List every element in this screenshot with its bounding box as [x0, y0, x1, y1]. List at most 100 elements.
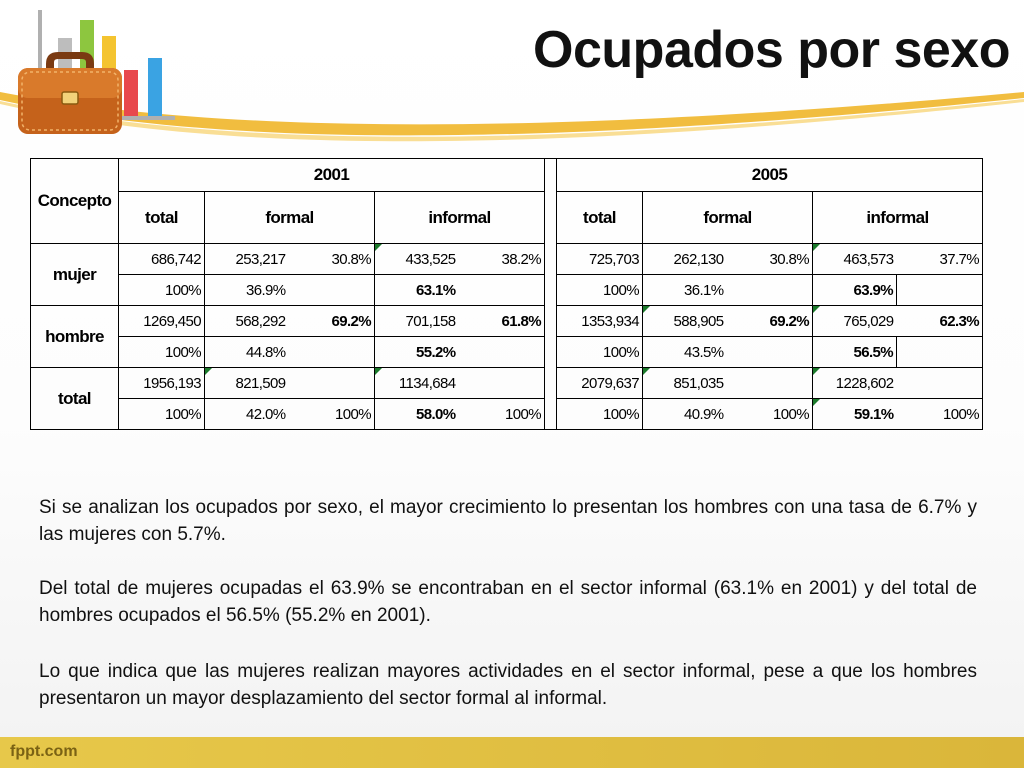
briefcase-chart-logo: [18, 10, 175, 134]
table-cell: 100%: [726, 398, 813, 430]
header-informal-2001: informal: [374, 191, 545, 244]
table-cell: 821,509: [204, 367, 289, 399]
cell-marker-icon: [205, 368, 212, 375]
header-row-years: Concepto 2001 2005: [30, 158, 983, 430]
table-cell: [288, 367, 375, 399]
header-year-2001: 2001: [118, 158, 545, 192]
table-cell: 30.8%: [726, 243, 813, 275]
table-cell: 100%: [118, 398, 205, 430]
table-cell: 59.1%: [812, 398, 897, 430]
table-cell: 686,742: [118, 243, 205, 275]
cell-marker-icon: [375, 368, 382, 375]
table-cell: 63.1%: [374, 274, 459, 306]
paragraph-1: Si se analizan los ocupados por sexo, el…: [39, 497, 977, 545]
table-cell: 42.0%: [204, 398, 289, 430]
table-cell: 38.2%: [458, 243, 545, 275]
row-label-hombre: hombre: [30, 305, 119, 368]
table-cell: 2079,637: [556, 367, 643, 399]
header-total-2001: total: [118, 191, 205, 244]
table-cell: 433,525: [374, 243, 459, 275]
cell-marker-icon: [643, 306, 650, 313]
table-cell: 262,130: [642, 243, 727, 275]
header-row-columns: total formal informal total formal infor…: [31, 191, 983, 244]
table-cell: 100%: [556, 274, 643, 306]
table-cell: 568,292: [204, 305, 289, 337]
table-row-mujer-values: mujer 686,742 253,217 30.8% 433,525 38.2…: [30, 243, 983, 306]
table-cell: 851,035: [642, 367, 727, 399]
table-row-total-values: total 1956,193 821,509 1134,684 2079,637…: [30, 367, 983, 430]
table-cell: [726, 367, 813, 399]
header-total-2005: total: [556, 191, 643, 244]
cell-marker-icon: [813, 399, 820, 406]
table-cell: 58.0%: [374, 398, 459, 430]
table-cell: 55.2%: [374, 336, 459, 368]
table-cell: [726, 274, 813, 306]
table-cell: 765,029: [812, 305, 897, 337]
table-cell: 100%: [556, 336, 643, 368]
table-cell: 100%: [556, 398, 643, 430]
data-table: Concepto 2001 2005 total formal informal…: [30, 158, 983, 430]
table-cell: [726, 336, 813, 368]
table-cell: 100%: [118, 274, 205, 306]
table-cell: [896, 367, 983, 399]
table-cell: 37.7%: [896, 243, 983, 275]
footer-brand: fppt.com: [10, 743, 78, 760]
cell-marker-icon: [375, 244, 382, 251]
table-cell-highlight: 63.9%: [812, 274, 897, 306]
table-cell-highlight: 56.5%: [812, 336, 897, 368]
row-label-mujer: mujer: [30, 243, 119, 306]
table-cell: 463,573: [812, 243, 897, 275]
header-year-2005: 2005: [556, 158, 983, 192]
table-cell: 100%: [458, 398, 545, 430]
table-cell: 43.5%: [642, 336, 727, 368]
table-row-hombre-shares: 100% 44.8% 55.2% 100% 43.5% 56.5%: [31, 336, 983, 368]
cell-marker-icon: [813, 244, 820, 251]
table-cell: 62.3%: [896, 305, 983, 337]
table-cell: 40.9%: [642, 398, 727, 430]
table-cell: 100%: [896, 398, 983, 430]
page-title: Ocupados por sexo: [533, 21, 1010, 79]
table-cell: [458, 274, 545, 306]
header-concepto: Concepto: [30, 158, 119, 244]
table-cell: 44.8%: [204, 336, 289, 368]
table-cell: 1269,450: [118, 305, 205, 337]
table-cell: [458, 336, 545, 368]
table-cell: 61.8%: [458, 305, 545, 337]
table-cell: 588,905: [642, 305, 727, 337]
table-cell: 36.1%: [642, 274, 727, 306]
table-row-total-shares: 100% 42.0% 100% 58.0% 100% 100% 40.9% 10…: [31, 398, 983, 430]
table-cell: 1353,934: [556, 305, 643, 337]
table-cell: [458, 367, 545, 399]
paragraph-2: Del total de mujeres ocupadas el 63.9% s…: [39, 578, 977, 626]
table-cell: 69.2%: [726, 305, 813, 337]
table-row-mujer-shares: 100% 36.9% 63.1% 100% 36.1% 63.9%: [31, 274, 983, 306]
header-formal-2005: formal: [642, 191, 813, 244]
column-separator: [544, 158, 557, 430]
table-cell: 30.8%: [288, 243, 375, 275]
table-cell: 725,703: [556, 243, 643, 275]
cell-marker-icon: [813, 306, 820, 313]
table-cell: 701,158: [374, 305, 459, 337]
table-cell: 1228,602: [812, 367, 897, 399]
table-cell: 1956,193: [118, 367, 205, 399]
table-row-hombre-values: hombre 1269,450 568,292 69.2% 701,158 61…: [30, 305, 983, 368]
table-cell: [896, 274, 983, 306]
table-cell: 1134,684: [374, 367, 459, 399]
table-cell: 36.9%: [204, 274, 289, 306]
footer-bar: fppt.com: [0, 737, 1024, 768]
table-cell: [288, 336, 375, 368]
table-cell: [288, 274, 375, 306]
paragraph-3: Lo que indica que las mujeres realizan m…: [39, 661, 977, 709]
table-cell: 100%: [288, 398, 375, 430]
decorative-swoosh: [0, 92, 1024, 142]
briefcase-icon: [18, 52, 122, 134]
table-cell: 69.2%: [288, 305, 375, 337]
table-cell: 100%: [118, 336, 205, 368]
table-cell: [896, 336, 983, 368]
cell-marker-icon: [643, 368, 650, 375]
header-informal-2005: informal: [812, 191, 983, 244]
header-formal-2001: formal: [204, 191, 375, 244]
row-label-total: total: [30, 367, 119, 430]
table-cell: 253,217: [204, 243, 289, 275]
cell-marker-icon: [813, 368, 820, 375]
